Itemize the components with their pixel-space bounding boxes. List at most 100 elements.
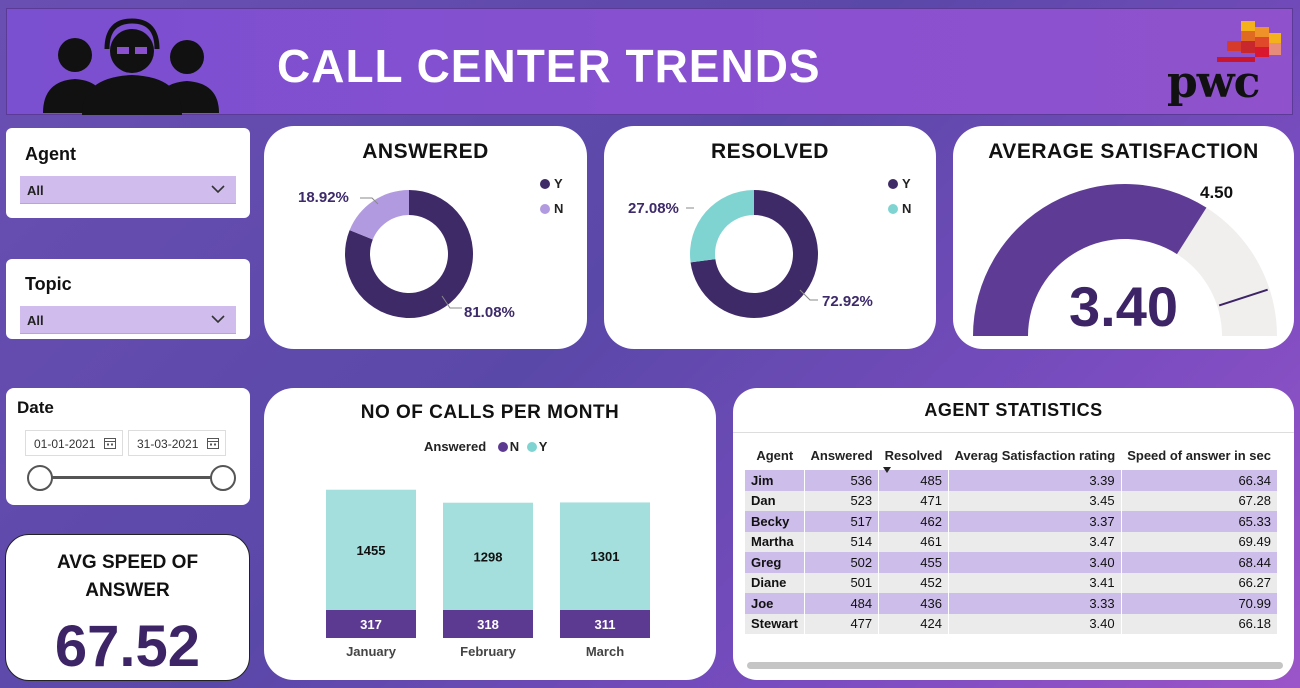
resolved-legend-n[interactable]: N (888, 201, 911, 216)
call-center-agents-icon (43, 18, 219, 115)
table-cell: 502 (803, 552, 879, 573)
topic-dropdown-value: All (27, 313, 44, 328)
table-row[interactable]: Jim 536 485 3.39 66.34 (745, 470, 1277, 491)
answered-legend-n[interactable]: N (540, 201, 563, 216)
x-axis-tick-label: February (460, 644, 516, 659)
bar-n-data-label: 311 (595, 617, 616, 632)
table-cell: 424 (878, 613, 949, 634)
divider (733, 432, 1294, 433)
col-header-answered[interactable]: Answered (810, 447, 873, 463)
topic-dropdown[interactable]: All (20, 306, 236, 334)
table-row[interactable]: Stewart 477 424 3.40 66.18 (745, 613, 1277, 634)
table-cell: Jim (745, 470, 805, 491)
table-cell: 477 (803, 613, 879, 634)
table-cell: 536 (803, 470, 879, 491)
calls-legend-n[interactable]: N (497, 439, 519, 454)
start-date-input[interactable]: 01-01-2021 (25, 430, 123, 456)
date-range-start-handle[interactable] (27, 465, 53, 491)
answered-n-pct-label: 18.92% (298, 189, 349, 206)
table-cell: 3.45 (947, 490, 1122, 511)
bar-y-january[interactable] (326, 489, 416, 610)
bar-n-january[interactable] (326, 610, 416, 638)
header-banner: CALL CENTER TRENDS pwc (6, 8, 1293, 115)
bar-y-data-label: 1301 (591, 549, 620, 564)
bar-n-march[interactable] (560, 610, 650, 638)
table-cell: 3.33 (947, 593, 1122, 614)
end-date-value: 31-03-2021 (137, 437, 199, 451)
table-row[interactable]: Greg 502 455 3.40 68.44 (745, 552, 1277, 573)
calls-legend-y[interactable]: Y (526, 439, 547, 454)
date-range-slider-track[interactable] (40, 476, 228, 479)
table-row[interactable]: Martha 514 461 3.47 69.49 (745, 531, 1277, 552)
avg-speed-title-line1: AVG SPEED OF (56, 552, 199, 573)
avg-speed-title-line2: ANSWER (85, 580, 170, 601)
date-slicer-label: Date (17, 398, 54, 417)
table-cell: 68.44 (1120, 552, 1277, 573)
col-header-satisfaction[interactable]: Averag Satisfaction rating (954, 447, 1116, 463)
table-row[interactable]: Becky 517 462 3.37 65.33 (745, 511, 1277, 532)
table-cell: 452 (878, 572, 949, 593)
start-date-value: 01-01-2021 (34, 437, 96, 451)
end-date-input[interactable]: 31-03-2021 (128, 430, 226, 456)
agent-stats-title: AGENT STATISTICS (924, 400, 1103, 420)
legend-dot-icon (540, 179, 550, 189)
table-row[interactable]: Joe 484 436 3.33 70.99 (745, 593, 1277, 614)
calendar-icon[interactable] (103, 436, 117, 450)
agent-slicer: Agent All (6, 128, 250, 218)
agent-dropdown[interactable]: All (20, 176, 236, 204)
gauge-value-arc (973, 183, 1207, 336)
satisfaction-target-label: 4.50 (1200, 183, 1234, 202)
calendar-icon[interactable] (206, 436, 220, 450)
table-cell: Joe (745, 593, 805, 614)
agent-stats-card: AGENT STATISTICS Agent Answered Resolved… (733, 388, 1294, 680)
table-cell: Martha (745, 531, 805, 552)
table-cell: Stewart (745, 613, 805, 634)
table-cell: 484 (803, 593, 879, 614)
bar-y-february[interactable] (443, 502, 533, 610)
bar-n-data-label: 317 (360, 617, 382, 632)
resolved-legend-y[interactable]: Y (888, 176, 911, 191)
chevron-down-icon (211, 315, 225, 324)
resolved-y-pct-label: 72.92% (822, 293, 873, 310)
bar-n-february[interactable] (443, 610, 533, 638)
satisfaction-title: AVERAGE SATISFACTION (988, 140, 1259, 163)
table-cell: 471 (878, 490, 949, 511)
answered-slice-n[interactable] (349, 190, 409, 240)
gauge-target-marker (1218, 288, 1268, 307)
agent-stats-table: Agent Answered Resolved Averag Satisfact… (745, 440, 1277, 634)
table-cell: 67.28 (1120, 490, 1277, 511)
table-cell: 462 (878, 511, 949, 532)
table-header-row: Agent Answered Resolved Averag Satisfact… (745, 440, 1277, 473)
answered-card: ANSWERED Y N 18.92% 81.08% (264, 126, 587, 349)
sort-desc-icon (882, 467, 891, 473)
table-horizontal-scrollbar[interactable] (747, 662, 1283, 669)
agent-slicer-label: Agent (25, 144, 76, 164)
col-header-resolved[interactable]: Resolved (879, 440, 949, 473)
answered-y-pct-label: 81.08% (464, 304, 515, 321)
table-row[interactable]: Dan 523 471 3.45 67.28 (745, 490, 1277, 511)
table-row[interactable]: Diane 501 452 3.41 66.27 (745, 572, 1277, 593)
answered-slice-y[interactable] (345, 190, 473, 318)
resolved-card: RESOLVED Y N 27.08% 72.92% (604, 126, 936, 349)
pwc-logo-blocks-icon (1217, 21, 1281, 62)
table-cell: 501 (803, 572, 879, 593)
bar-n-data-label: 318 (477, 617, 499, 632)
table-cell: 3.39 (947, 470, 1122, 491)
table-cell: 523 (803, 490, 879, 511)
answered-legend-y[interactable]: Y (540, 176, 563, 191)
resolved-slice-y[interactable] (690, 190, 818, 318)
calls-per-month-card: NO OF CALLS PER MONTH Answered N Y 317 14… (264, 388, 716, 680)
date-range-end-handle[interactable] (210, 465, 236, 491)
bar-y-data-label: 1298 (474, 549, 503, 564)
answered-title: ANSWERED (362, 140, 489, 163)
calls-per-month-title: NO OF CALLS PER MONTH (360, 402, 620, 423)
table-cell: 517 (803, 511, 879, 532)
col-header-speed[interactable]: Speed of answer in sec (1127, 447, 1271, 463)
resolved-n-pct-label: 27.08% (628, 200, 679, 217)
resolved-slice-n[interactable] (690, 190, 754, 263)
legend-dot-icon (526, 442, 537, 452)
table-cell: 455 (878, 552, 949, 573)
bar-y-march[interactable] (560, 502, 650, 610)
col-header-agent[interactable]: Agent (756, 447, 794, 463)
legend-dot-icon (888, 204, 898, 214)
